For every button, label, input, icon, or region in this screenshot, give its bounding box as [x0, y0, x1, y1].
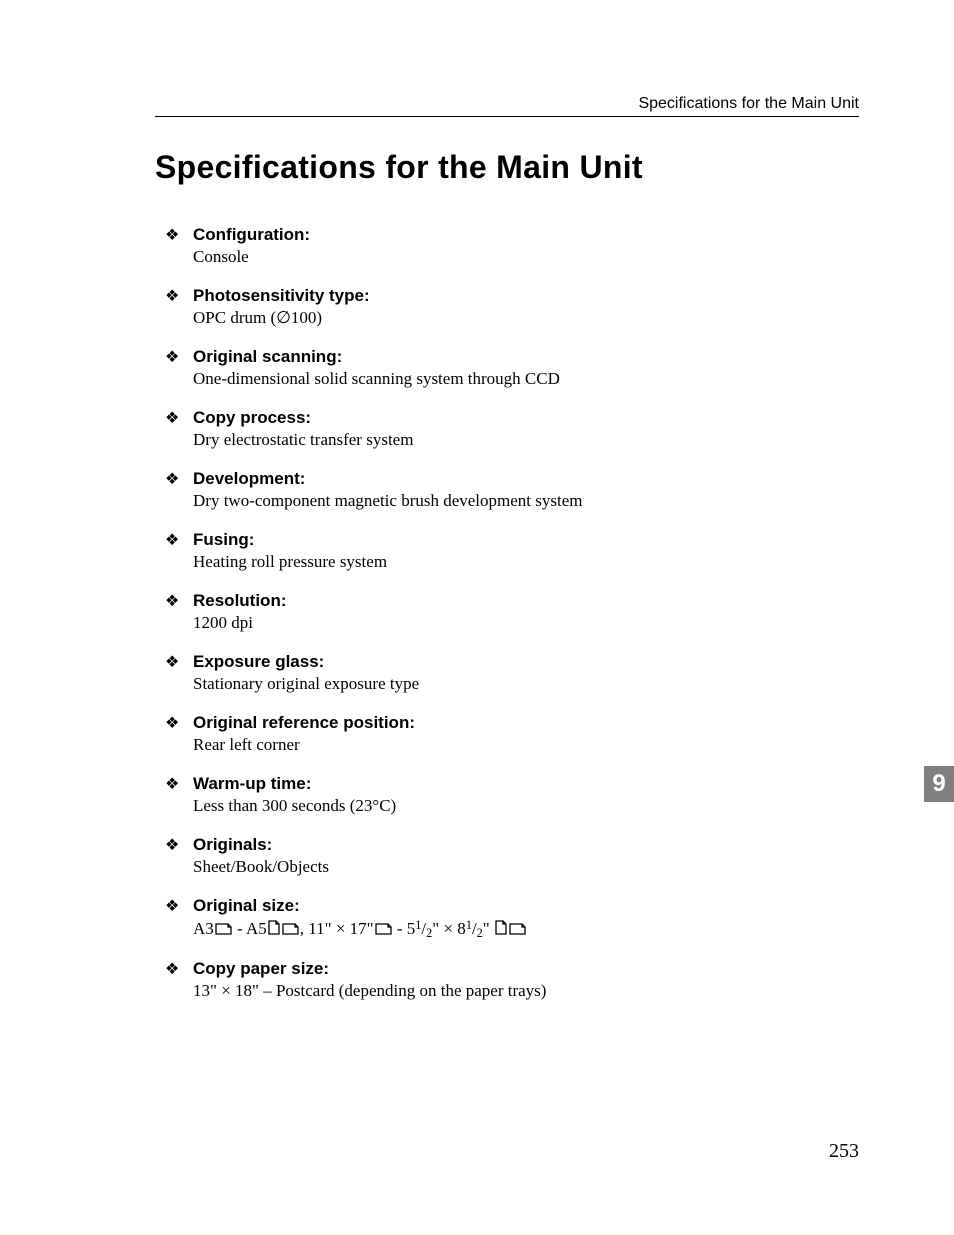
spec-item: ❖ Original reference position:Rear left c…: [165, 712, 859, 757]
diamond-bullet-icon: ❖: [165, 896, 179, 916]
spec-item: ❖ Fusing:Heating roll pressure system: [165, 529, 859, 574]
diamond-bullet-icon: ❖: [165, 959, 179, 979]
spec-label: Warm-up time:: [193, 773, 859, 795]
diamond-bullet-icon: ❖: [165, 347, 179, 367]
landscape-orientation-icon: [282, 923, 299, 935]
spec-item: ❖ Original scanning:One-dimensional solid…: [165, 346, 859, 391]
spec-value: 13" × 18" – Postcard (depending on the p…: [193, 980, 859, 1003]
diamond-bullet-icon: ❖: [165, 530, 179, 550]
spec-item: ❖ Original size:A3 - A5, 11" × 17" - 51/2…: [165, 895, 859, 942]
spec-value: One-dimensional solid scanning system th…: [193, 368, 859, 391]
page-title: Specifications for the Main Unit: [155, 149, 859, 186]
spec-label: Photosensitivity type:: [193, 285, 859, 307]
spec-item: ❖ Copy paper size:13" × 18" – Postcard (d…: [165, 958, 859, 1003]
spec-item: ❖ Originals:Sheet/Book/Objects: [165, 834, 859, 879]
spec-value: OPC drum (∅100): [193, 307, 859, 330]
running-header: Specifications for the Main Unit: [155, 95, 859, 113]
spec-item: ❖ Development:Dry two-component magnetic …: [165, 468, 859, 513]
spec-label: Copy paper size:: [193, 958, 859, 980]
spec-value: Stationary original exposure type: [193, 673, 859, 696]
diamond-bullet-icon: ❖: [165, 713, 179, 733]
spec-value: Dry two-component magnetic brush develop…: [193, 490, 859, 513]
spec-label: Copy process:: [193, 407, 859, 429]
page-number: 253: [829, 1140, 859, 1163]
diamond-bullet-icon: ❖: [165, 469, 179, 489]
spec-label: Configuration:: [193, 224, 859, 246]
spec-value: Less than 300 seconds (23°C): [193, 795, 859, 818]
landscape-orientation-icon: [215, 923, 232, 935]
diamond-bullet-icon: ❖: [165, 408, 179, 428]
spec-label: Development:: [193, 468, 859, 490]
spec-item: ❖ Warm-up time:Less than 300 seconds (23°…: [165, 773, 859, 818]
specification-list: ❖ Configuration:Console ❖ Photosensitivity …: [155, 224, 859, 1003]
spec-label: Fusing:: [193, 529, 859, 551]
spec-value: Console: [193, 246, 859, 269]
diamond-bullet-icon: ❖: [165, 652, 179, 672]
spec-item: ❖ Resolution:1200 dpi: [165, 590, 859, 635]
spec-value: Sheet/Book/Objects: [193, 856, 859, 879]
header-rule: [155, 116, 859, 117]
document-page: Specifications for the Main Unit Specifi…: [0, 0, 954, 1235]
landscape-orientation-icon: [375, 923, 392, 935]
spec-label: Original reference position:: [193, 712, 859, 734]
spec-label: Originals:: [193, 834, 859, 856]
diamond-bullet-icon: ❖: [165, 835, 179, 855]
spec-label: Exposure glass:: [193, 651, 859, 673]
diamond-bullet-icon: ❖: [165, 774, 179, 794]
spec-item: ❖ Exposure glass:Stationary original expo…: [165, 651, 859, 696]
spec-item: ❖ Configuration:Console: [165, 224, 859, 269]
spec-item: ❖ Photosensitivity type:OPC drum (∅100): [165, 285, 859, 330]
spec-label: Resolution:: [193, 590, 859, 612]
diamond-bullet-icon: ❖: [165, 591, 179, 611]
diamond-bullet-icon: ❖: [165, 225, 179, 245]
spec-item: ❖ Copy process:Dry electrostatic transfer…: [165, 407, 859, 452]
spec-value: 1200 dpi: [193, 612, 859, 635]
spec-value: Heating roll pressure system: [193, 551, 859, 574]
spec-value: Dry electrostatic transfer system: [193, 429, 859, 452]
diamond-bullet-icon: ❖: [165, 286, 179, 306]
portrait-orientation-icon: [495, 920, 507, 935]
spec-label: Original scanning:: [193, 346, 859, 368]
landscape-orientation-icon: [509, 923, 526, 935]
spec-value: Rear left corner: [193, 734, 859, 757]
portrait-orientation-icon: [268, 920, 280, 935]
section-tab: 9: [924, 766, 954, 802]
spec-label: Original size:: [193, 895, 859, 917]
spec-value: A3 - A5, 11" × 17" - 51/2" × 81/2": [193, 917, 859, 942]
